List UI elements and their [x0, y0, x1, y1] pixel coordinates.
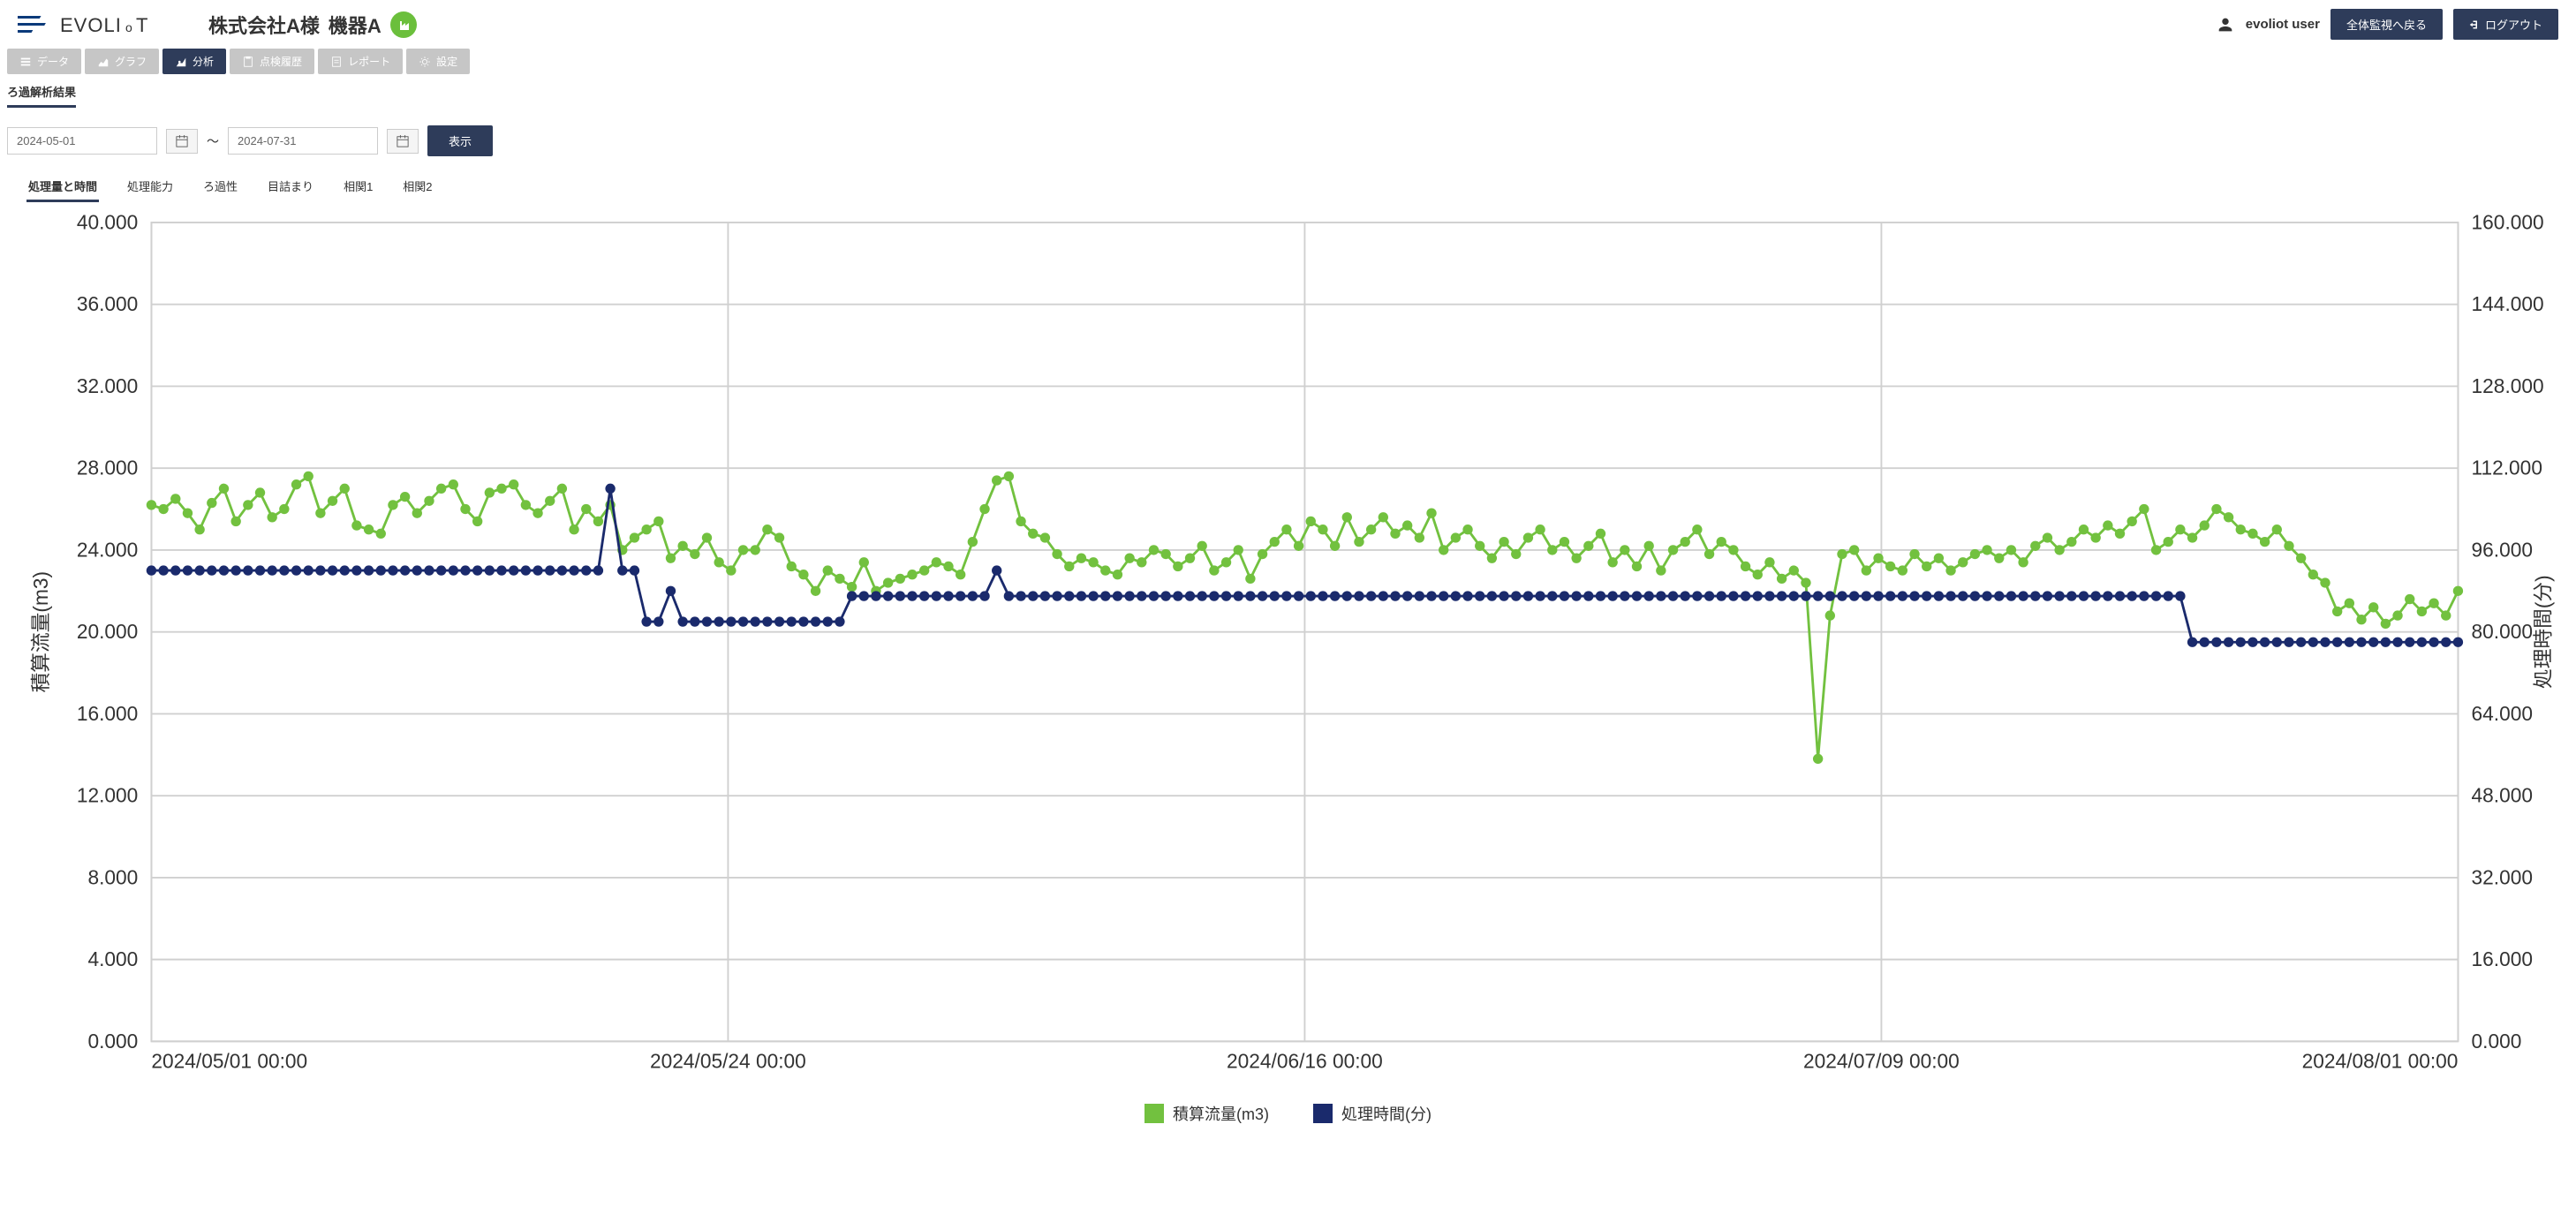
tab-report[interactable]: レポート [318, 49, 403, 74]
user-icon [2216, 15, 2235, 34]
svg-text:0.000: 0.000 [2472, 1030, 2522, 1053]
tab-analysis[interactable]: 分析 [162, 49, 226, 74]
tab-gear[interactable]: 設定 [406, 49, 470, 74]
svg-text:0.000: 0.000 [87, 1030, 138, 1053]
factory-icon [390, 11, 417, 38]
svg-text:2024/05/24 00:00: 2024/05/24 00:00 [650, 1050, 806, 1073]
svg-text:32.000: 32.000 [2472, 865, 2533, 888]
chart-container: 0.000 4.000 8.000 12.000 16.000 20.000 24.000 2… [0, 202, 2576, 1100]
svg-text:40.000: 40.000 [77, 210, 138, 233]
tab-clipboard[interactable]: 点検履歴 [230, 49, 314, 74]
svg-text:16.000: 16.000 [2472, 947, 2533, 970]
svg-text:112.000: 112.000 [2472, 457, 2542, 479]
legend-swatch [1313, 1104, 1333, 1123]
logout-icon [2469, 19, 2480, 30]
app-header: EVOLI o T 株式会社A様 機器A evoliot user 全体監視へ戻… [0, 0, 2576, 49]
date-to-calendar-button[interactable] [387, 129, 419, 154]
svg-text:2024/06/16 00:00: 2024/06/16 00:00 [1227, 1050, 1383, 1073]
subtab[interactable]: 相関1 [342, 172, 374, 202]
gear-icon [419, 56, 431, 68]
svg-text:160.000: 160.000 [2472, 210, 2544, 233]
legend-swatch [1144, 1104, 1164, 1123]
legend-item: 積算流量(m3) [1144, 1102, 1269, 1125]
username: evoliot user [2246, 17, 2320, 32]
subtab[interactable]: 処理能力 [125, 172, 175, 202]
clipboard-icon [242, 56, 254, 68]
chart-legend: 積算流量(m3) 処理時間(分) [0, 1100, 2576, 1127]
customer-name: 株式会社A様 [208, 11, 320, 39]
svg-text:4.000: 4.000 [87, 947, 138, 970]
legend-item: 処理時間(分) [1313, 1102, 1432, 1125]
svg-text:EVOLI: EVOLI [60, 14, 122, 36]
chart-icon [97, 56, 110, 68]
svg-text:128.000: 128.000 [2472, 374, 2544, 397]
subtab[interactable]: ろ過性 [201, 172, 239, 202]
svg-text:処理時間(分): 処理時間(分) [2532, 575, 2555, 689]
calendar-icon [397, 135, 409, 147]
analysis-icon [175, 56, 187, 68]
show-button[interactable]: 表示 [427, 125, 493, 156]
svg-text:2024/08/01 00:00: 2024/08/01 00:00 [2302, 1050, 2459, 1073]
date-from-calendar-button[interactable] [166, 129, 198, 154]
svg-text:2024/07/09 00:00: 2024/07/09 00:00 [1803, 1050, 1960, 1073]
subtab[interactable]: 相関2 [401, 172, 434, 202]
svg-text:8.000: 8.000 [87, 865, 138, 888]
svg-text:12.000: 12.000 [77, 784, 138, 807]
svg-text:2024/05/01 00:00: 2024/05/01 00:00 [151, 1050, 307, 1073]
page-title-area: 株式会社A様 機器A [208, 11, 417, 39]
calendar-icon [176, 135, 188, 147]
svg-text:24.000: 24.000 [77, 538, 138, 561]
logo: EVOLI o T [18, 11, 194, 39]
date-filter-row: 〜 表示 [0, 108, 2576, 165]
svg-text:積算流量(m3): 積算流量(m3) [29, 571, 52, 692]
subtab[interactable]: 処理量と時間 [26, 172, 99, 202]
section-title: ろ過解析結果 [7, 83, 76, 108]
svg-text:36.000: 36.000 [77, 292, 138, 315]
subtab[interactable]: 目詰まり [266, 172, 315, 202]
dual-axis-chart: 0.000 4.000 8.000 12.000 16.000 20.000 24.000 2… [18, 206, 2558, 1091]
analysis-subtabs: 処理量と時間処理能力ろ過性目詰まり相関1 相関2 [0, 165, 2576, 202]
list-icon [19, 56, 32, 68]
logo-svg: EVOLI o T [18, 11, 194, 39]
svg-text:o: o [125, 20, 132, 34]
header-right: evoliot user 全体監視へ戻る ログアウト [2216, 9, 2558, 40]
svg-text:28.000: 28.000 [77, 457, 138, 479]
main-tabs: データグラフ分析点検履歴レポート設定 [0, 49, 2576, 74]
svg-text:32.000: 32.000 [77, 374, 138, 397]
date-range-separator: 〜 [207, 132, 219, 150]
logout-button[interactable]: ログアウト [2453, 9, 2558, 40]
svg-text:80.000: 80.000 [2472, 620, 2533, 643]
svg-text:48.000: 48.000 [2472, 784, 2533, 807]
section-title-row: ろ過解析結果 [0, 74, 2576, 108]
svg-text:64.000: 64.000 [2472, 702, 2533, 725]
back-to-overview-button[interactable]: 全体監視へ戻る [2330, 9, 2443, 40]
svg-text:20.000: 20.000 [77, 620, 138, 643]
svg-text:T: T [136, 14, 147, 36]
svg-text:144.000: 144.000 [2472, 292, 2544, 315]
tab-list[interactable]: データ [7, 49, 81, 74]
tab-chart[interactable]: グラフ [85, 49, 159, 74]
device-name: 機器A [329, 11, 381, 39]
svg-text:16.000: 16.000 [77, 702, 138, 725]
svg-text:96.000: 96.000 [2472, 538, 2533, 561]
report-icon [330, 56, 343, 68]
date-from-input[interactable] [7, 127, 157, 155]
logout-label: ログアウト [2485, 16, 2542, 33]
date-to-input[interactable] [228, 127, 378, 155]
